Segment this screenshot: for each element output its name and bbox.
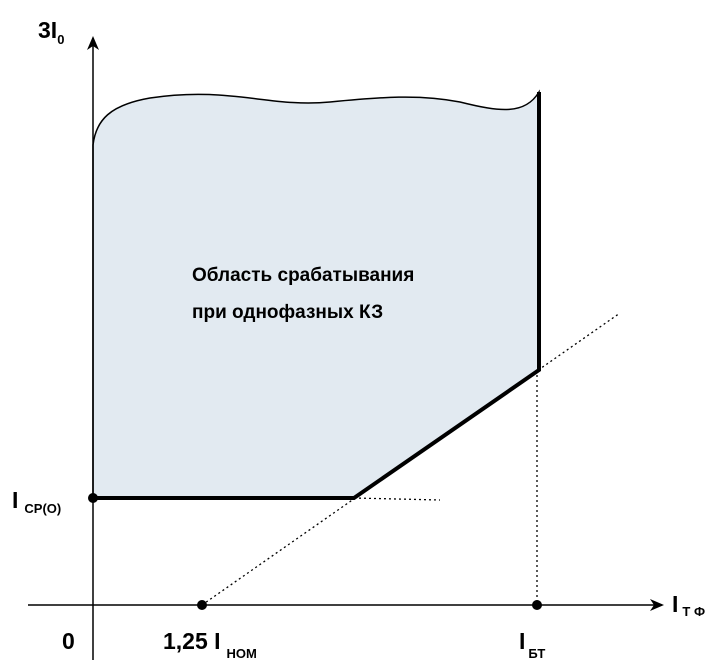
ibt-label: I БТ: [519, 628, 545, 661]
origin-label: 0: [62, 628, 75, 654]
nominal-current-label: 1,25 I НОМ: [163, 628, 257, 661]
operating-boundary: [93, 92, 541, 500]
nom-point: [197, 600, 207, 610]
icp-point: [88, 493, 98, 503]
y-axis-label: 3I0: [38, 17, 64, 47]
ibt-point: [532, 600, 542, 610]
region-label-line2: при однофазных КЗ: [192, 302, 383, 323]
region-label-line1: Область срабатывания: [192, 265, 414, 286]
icp-label: I СР(О): [12, 487, 61, 516]
threshold-extension-line: [353, 497, 441, 501]
operating-region: [92, 89, 540, 499]
